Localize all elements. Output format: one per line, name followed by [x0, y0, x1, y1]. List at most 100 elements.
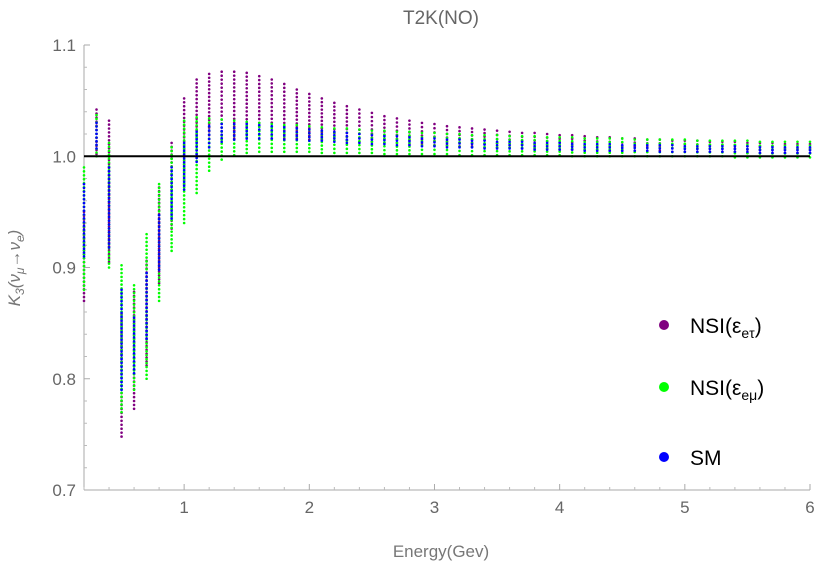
data-point [182, 127, 186, 130]
data-point [333, 109, 336, 112]
data-point [182, 198, 186, 201]
data-point [358, 116, 361, 119]
data-point [120, 380, 123, 384]
data-point [120, 315, 123, 319]
data-point [257, 150, 261, 154]
data-point [182, 112, 186, 116]
data-point [145, 321, 148, 325]
data-point [145, 244, 148, 248]
data-points [82, 70, 812, 438]
data-point [132, 284, 136, 287]
data-point [408, 139, 411, 143]
data-point [358, 137, 361, 140]
data-point [82, 220, 86, 224]
data-point [308, 100, 311, 103]
data-point [671, 138, 674, 141]
data-point [107, 221, 111, 224]
data-point [220, 102, 223, 105]
data-point [107, 230, 111, 234]
data-point [257, 86, 261, 90]
data-point [583, 142, 586, 146]
data-point [721, 144, 724, 148]
data-point [232, 126, 236, 130]
data-point [145, 373, 148, 377]
data-point [333, 147, 336, 151]
data-point [145, 236, 148, 240]
data-point [483, 133, 486, 137]
data-point [95, 139, 98, 143]
data-point [120, 311, 123, 315]
data-point [395, 149, 399, 152]
data-point [95, 125, 98, 128]
data-point [145, 294, 148, 298]
data-point [270, 86, 274, 89]
data-point [671, 147, 674, 150]
data-point [383, 134, 386, 138]
data-point [320, 108, 324, 111]
data-point [445, 146, 449, 149]
data-point [107, 166, 111, 169]
data-point [170, 217, 173, 220]
data-point [320, 123, 324, 126]
data-point [132, 295, 136, 299]
data-point [308, 150, 311, 154]
data-point [120, 300, 123, 303]
data-point [195, 119, 198, 123]
data-point [82, 236, 86, 239]
data-point [182, 186, 186, 189]
data-point [408, 152, 411, 156]
data-point [157, 225, 161, 229]
data-point [295, 142, 299, 146]
data-point [82, 243, 86, 247]
y-tick-label: 0.9 [52, 259, 76, 278]
data-point [207, 76, 211, 80]
data-point [157, 268, 161, 272]
data-point [82, 209, 86, 213]
data-point [282, 86, 286, 90]
data-point [232, 134, 236, 137]
data-point [433, 126, 436, 130]
data-point [107, 227, 111, 230]
data-point [420, 121, 424, 125]
data-point [120, 384, 123, 388]
data-point [495, 147, 499, 150]
data-point [308, 111, 311, 115]
data-point [120, 292, 123, 295]
data-point [257, 142, 261, 145]
data-point [195, 86, 198, 89]
data-point [645, 143, 649, 147]
data-point [145, 346, 148, 349]
data-point [145, 333, 148, 337]
data-point [270, 150, 274, 154]
data-point [658, 150, 662, 154]
data-point [358, 108, 361, 111]
data-point [570, 148, 574, 151]
data-point [170, 207, 173, 210]
data-point [82, 190, 86, 193]
data-point [145, 291, 148, 294]
data-point [282, 142, 286, 146]
data-point [245, 113, 249, 117]
data-point [220, 133, 223, 136]
data-point [195, 78, 198, 81]
data-point [195, 149, 198, 152]
data-point [195, 163, 198, 167]
data-point [495, 143, 499, 147]
data-point [195, 183, 198, 187]
data-point [270, 101, 274, 105]
data-point [182, 221, 186, 225]
data-point [370, 133, 374, 137]
data-point [132, 340, 136, 343]
data-point [245, 98, 249, 102]
data-point [245, 79, 249, 82]
data-point [308, 123, 311, 126]
chart-title: T2K(NO) [403, 8, 479, 29]
data-point [683, 147, 687, 151]
data-point [132, 384, 136, 388]
data-point [145, 325, 148, 329]
data-point [771, 146, 774, 149]
data-point [232, 82, 236, 85]
data-point [82, 170, 86, 173]
data-point [170, 234, 173, 237]
data-point [207, 84, 211, 87]
